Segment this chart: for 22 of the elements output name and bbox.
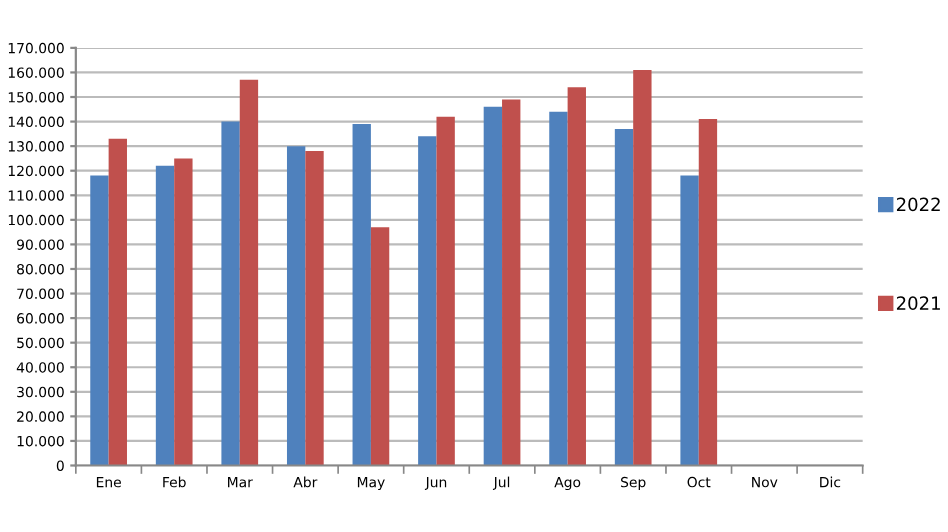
bar (502, 99, 521, 466)
bar (418, 136, 437, 466)
bar (305, 151, 324, 466)
bar (108, 138, 127, 466)
bar (221, 121, 240, 466)
bar (680, 175, 699, 466)
bar (174, 158, 193, 466)
legend-label: 2021 (896, 296, 940, 310)
bar (239, 79, 259, 466)
bar (567, 87, 586, 466)
bar (436, 116, 455, 466)
bar (549, 111, 568, 466)
legend-label: 2022 (896, 197, 940, 212)
bar (352, 124, 371, 466)
bar (698, 119, 718, 466)
bar (483, 106, 503, 466)
bar (614, 128, 634, 466)
bar (633, 69, 652, 466)
bar (90, 175, 109, 466)
bar (155, 165, 175, 466)
bar (286, 146, 306, 466)
bar (370, 227, 390, 466)
